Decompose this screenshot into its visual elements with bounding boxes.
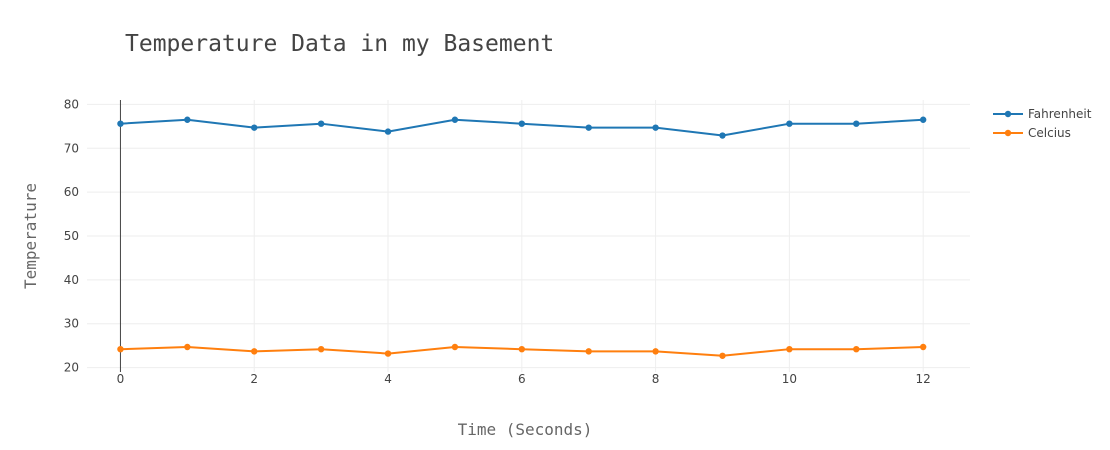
data-point-celcius[interactable] bbox=[719, 352, 726, 359]
series-fahrenheit bbox=[117, 116, 927, 139]
data-point-fahrenheit[interactable] bbox=[585, 124, 592, 131]
data-point-celcius[interactable] bbox=[384, 350, 392, 357]
data-point-fahrenheit[interactable] bbox=[251, 124, 258, 131]
data-point-celcius[interactable] bbox=[518, 345, 526, 353]
data-point-fahrenheit[interactable] bbox=[719, 132, 726, 139]
data-point-celcius[interactable] bbox=[184, 343, 191, 351]
data-point-celcius[interactable] bbox=[919, 343, 927, 351]
legend-label-celcius: Celcius bbox=[1028, 126, 1071, 140]
data-point-celcius[interactable] bbox=[853, 345, 860, 353]
y-tick-label: 20 bbox=[64, 361, 79, 375]
legend-item-celcius[interactable]: Celcius bbox=[993, 126, 1071, 140]
y-tick-label: 60 bbox=[64, 185, 79, 199]
data-point-celcius[interactable] bbox=[251, 348, 258, 355]
series-group bbox=[117, 116, 927, 359]
data-point-celcius[interactable] bbox=[451, 343, 459, 351]
y-axis-title: Temperature bbox=[21, 183, 40, 289]
data-point-fahrenheit[interactable] bbox=[184, 116, 191, 123]
x-tick-label: 12 bbox=[916, 372, 931, 386]
data-point-fahrenheit[interactable] bbox=[384, 128, 392, 135]
x-tick-label: 0 bbox=[117, 372, 125, 386]
legend-item-fahrenheit[interactable]: Fahrenheit bbox=[993, 107, 1092, 121]
x-tick-label: 10 bbox=[782, 372, 797, 386]
y-tick-label: 40 bbox=[64, 273, 79, 287]
y-tick-label: 50 bbox=[64, 229, 79, 243]
legend-marker-celcius bbox=[1004, 129, 1012, 137]
y-tick-label: 70 bbox=[64, 141, 79, 155]
data-point-celcius[interactable] bbox=[585, 348, 592, 355]
chart-title: Temperature Data in my Basement bbox=[125, 31, 554, 57]
data-point-fahrenheit[interactable] bbox=[786, 120, 793, 127]
legend[interactable]: Fahrenheit Celcius bbox=[993, 107, 1092, 140]
x-tick-label: 8 bbox=[652, 372, 660, 386]
data-point-fahrenheit[interactable] bbox=[451, 116, 459, 123]
data-point-celcius[interactable] bbox=[652, 348, 659, 355]
data-point-fahrenheit[interactable] bbox=[652, 124, 659, 131]
legend-label-fahrenheit: Fahrenheit bbox=[1028, 107, 1092, 121]
data-point-celcius[interactable] bbox=[786, 345, 793, 353]
legend-marker-fahrenheit bbox=[1004, 110, 1012, 118]
data-point-fahrenheit[interactable] bbox=[117, 120, 124, 127]
data-point-celcius[interactable] bbox=[317, 345, 325, 353]
data-point-fahrenheit[interactable] bbox=[853, 120, 860, 127]
data-point-fahrenheit[interactable] bbox=[317, 120, 325, 127]
data-point-fahrenheit[interactable] bbox=[919, 116, 927, 123]
x-tick-label: 2 bbox=[250, 372, 258, 386]
x-tick-label: 6 bbox=[518, 372, 526, 386]
x-axis-ticks: 0 2 4 6 8 10 12 bbox=[117, 372, 931, 386]
x-tick-label: 4 bbox=[384, 372, 392, 386]
y-tick-label: 30 bbox=[64, 317, 79, 331]
x-axis-title: Time (Seconds) bbox=[458, 420, 593, 439]
y-tick-label: 80 bbox=[64, 97, 79, 111]
series-celcius bbox=[117, 343, 927, 359]
y-axis-ticks: 20 30 40 50 60 70 80 bbox=[64, 97, 79, 374]
gridlines bbox=[87, 100, 970, 372]
data-point-fahrenheit[interactable] bbox=[518, 120, 526, 127]
data-point-celcius[interactable] bbox=[117, 345, 124, 353]
